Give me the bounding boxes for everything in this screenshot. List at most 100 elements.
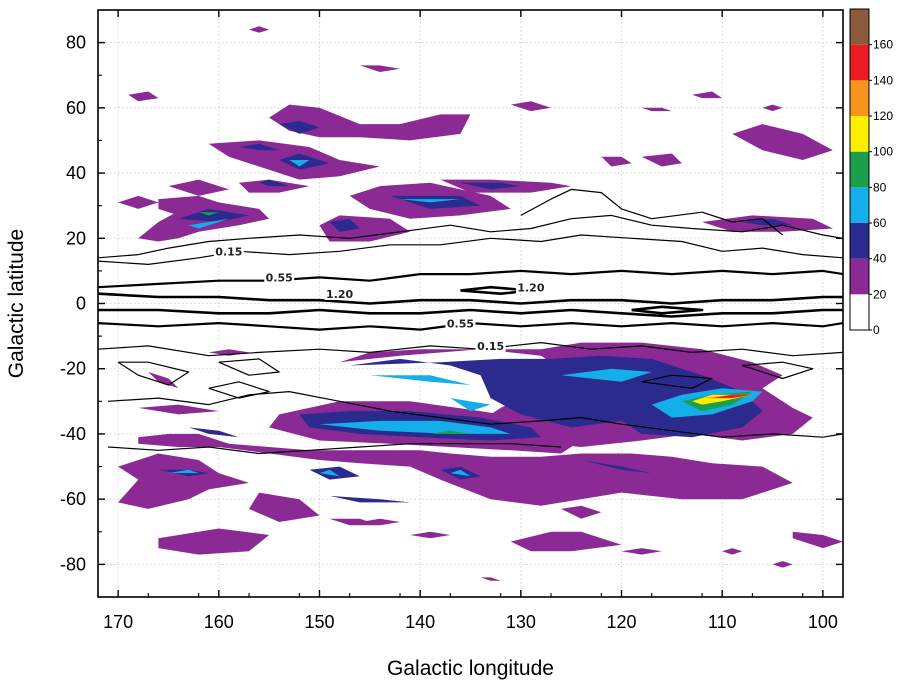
filled-region-20 — [410, 531, 451, 539]
filled-region-80 — [198, 212, 219, 216]
contour-label-bg — [515, 281, 546, 294]
y-axis-title: Galactic latitude — [5, 229, 28, 378]
axis-ticks: 170 160 150 140 130 120 110 100 80 60 40 20 0 -20 -40 -… — [60, 9, 843, 632]
colorbar-band-0 — [850, 294, 869, 330]
colorbar-tick-label: 20 — [873, 287, 887, 301]
filled-region-20 — [692, 91, 723, 99]
contour-line — [98, 308, 843, 318]
contour-line — [97, 214, 844, 259]
filled-region-80 — [430, 430, 471, 434]
filled-region-60 — [561, 368, 652, 382]
contour-label: 0.15 — [477, 340, 504, 353]
filled-region-60 — [289, 160, 310, 167]
filled-region-60 — [369, 375, 471, 385]
y-tick-label: 40 — [66, 163, 86, 183]
filled-region-60 — [319, 420, 511, 434]
contour-label: 0.55 — [266, 272, 293, 285]
contour-line — [208, 381, 270, 399]
contour-label-bg — [324, 287, 355, 300]
contour-label-bg — [475, 340, 506, 353]
filled-region-20 — [118, 453, 249, 509]
y-tick-label: 0 — [76, 294, 86, 314]
contour-label-bg — [445, 317, 476, 330]
filled-region-20 — [359, 518, 400, 526]
filled-region-40 — [238, 143, 280, 151]
filled-regions — [118, 26, 843, 581]
filled-region-20 — [118, 195, 159, 209]
filled-region-20 — [269, 104, 471, 141]
filled-region-20 — [128, 91, 159, 102]
colorbar-tick-label: 160 — [873, 38, 893, 52]
colorbar-tick-label: 60 — [873, 216, 887, 230]
colorbar-frame — [849, 8, 870, 331]
colorbar-tick-label: 40 — [873, 252, 887, 266]
y-tick-label: 60 — [66, 98, 86, 118]
x-axis-title: Galactic longitude — [387, 657, 554, 680]
y-tick-label: 80 — [66, 33, 86, 53]
contour-line — [108, 443, 562, 455]
contour-line — [97, 292, 843, 305]
filled-region-20 — [148, 372, 179, 389]
x-tick-label: 160 — [204, 612, 234, 632]
filled-region-20 — [359, 65, 400, 72]
colorbar-tick-label: 80 — [873, 180, 887, 194]
filled-region-20 — [722, 548, 743, 555]
filled-region-40 — [581, 460, 652, 474]
x-tick-label: 110 — [708, 612, 737, 632]
x-tick-label: 170 — [103, 612, 133, 632]
colorbar-band-160 — [850, 9, 869, 45]
filled-region-20 — [792, 531, 843, 549]
contour-line — [117, 361, 190, 386]
y-tick-label: -20 — [60, 359, 86, 379]
colorbar-tick-label: 120 — [873, 109, 893, 123]
filled-region-20 — [561, 505, 602, 519]
filled-region-20 — [641, 107, 672, 112]
filled-region-20 — [329, 518, 380, 526]
filled-region-20 — [762, 104, 783, 112]
colorbar-band-140 — [850, 44, 869, 81]
filled-region-40 — [329, 495, 411, 503]
colorbar-band-120 — [850, 80, 869, 116]
filled-region-60 — [450, 398, 491, 412]
contour-line — [97, 269, 844, 289]
filled-region-40 — [259, 179, 290, 187]
contour-label: 1.20 — [326, 288, 353, 301]
contour-label: 0.55 — [447, 317, 474, 330]
filled-region-40 — [178, 208, 249, 222]
contour-labels: 0.150.551.201.200.550.15 — [213, 245, 546, 353]
colorbar-band-100 — [850, 116, 869, 152]
contour-label-bg — [264, 271, 295, 284]
y-tick-label: -40 — [60, 424, 86, 444]
filled-region-20 — [772, 561, 793, 568]
filled-region-40 — [279, 120, 320, 134]
colorbar-tick-label: 0 — [873, 323, 880, 337]
filled-region-60 — [400, 199, 461, 203]
x-tick-label: 120 — [606, 612, 636, 632]
y-tick-label: -80 — [60, 554, 86, 574]
contour-line — [97, 322, 844, 331]
filled-region-20 — [249, 26, 270, 33]
filled-region-60 — [319, 469, 340, 477]
filled-region-40 — [742, 218, 793, 226]
filled-region-140 — [712, 394, 753, 399]
colorbar-tick-label: 100 — [873, 145, 893, 159]
colorbar-band-40 — [850, 223, 869, 259]
contour-line — [631, 305, 704, 315]
filled-region-40 — [349, 355, 763, 438]
filled-region-20 — [641, 153, 682, 167]
filled-region-20 — [138, 202, 270, 242]
filled-region-20 — [621, 548, 662, 555]
filled-region-20 — [732, 124, 833, 160]
x-tick-label: 150 — [304, 612, 334, 632]
colorbar-band-80 — [850, 151, 869, 188]
x-tick-label: 100 — [808, 612, 838, 632]
contour-label-bg — [213, 245, 244, 258]
colorbar-band-20 — [850, 258, 869, 295]
filled-region-40 — [591, 401, 632, 415]
y-tick-label: 20 — [66, 228, 86, 248]
filled-region-20 — [168, 179, 229, 196]
filled-region-40 — [188, 427, 239, 438]
x-tick-label: 140 — [405, 612, 435, 632]
y-tick-label: -60 — [60, 489, 86, 509]
